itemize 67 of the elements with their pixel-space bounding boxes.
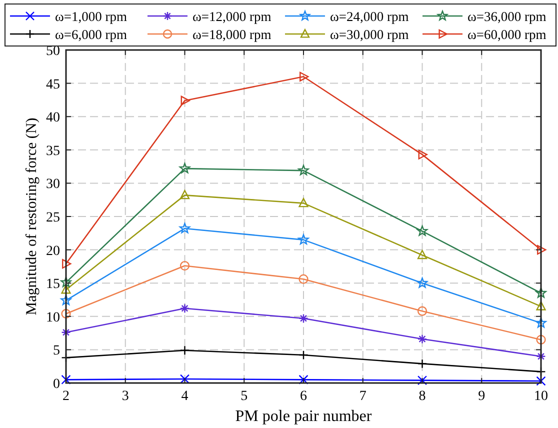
point (298, 274, 308, 284)
x-tick-label: 6 (300, 389, 307, 404)
legend-label: ω=60,000 rpm (468, 27, 547, 42)
point (179, 222, 190, 234)
x-tick-label: 3 (122, 389, 129, 404)
point (298, 374, 308, 384)
point (180, 374, 190, 384)
y-tick-label: 0 (53, 377, 60, 392)
point (179, 162, 190, 174)
x-tick-label: 4 (181, 389, 188, 404)
point (62, 258, 72, 269)
point (180, 304, 190, 314)
point (61, 328, 71, 338)
x-tick-label: 2 (62, 389, 70, 404)
point (61, 374, 71, 384)
legend-label: ω=36,000 rpm (468, 9, 547, 24)
y-tick-label: 25 (46, 210, 60, 226)
point (61, 308, 71, 319)
point (416, 277, 428, 288)
point (418, 150, 428, 160)
point (298, 164, 309, 176)
y-axis-title: Magnitude of restoring force (N) (24, 118, 40, 316)
y-tick-label: 15 (46, 277, 60, 292)
point (180, 346, 190, 356)
point (180, 190, 190, 200)
y-tick-label: 45 (46, 77, 60, 92)
point (417, 376, 428, 386)
legend-label: ω=24,000 rpm (330, 9, 410, 24)
point (60, 276, 72, 288)
point (536, 287, 546, 298)
y-tick-label: 20 (46, 244, 60, 259)
point (417, 358, 428, 368)
x-tick-label: 8 (418, 389, 426, 404)
point (180, 260, 190, 271)
y-tick-label: 10 (46, 310, 60, 326)
legend-label: ω=18,000 rpm (192, 27, 272, 42)
point (416, 226, 428, 236)
point (536, 376, 546, 386)
point (536, 301, 546, 310)
point (417, 334, 428, 344)
point (536, 317, 546, 328)
x-axis-title: PM pole pair number (235, 408, 372, 425)
x-tick-label: 7 (359, 389, 366, 404)
point (536, 352, 546, 362)
point (537, 245, 546, 255)
legend-label: ω=1,000 rpm (55, 9, 128, 24)
point (61, 284, 71, 294)
y-tick-label: 40 (46, 110, 60, 126)
legend-label: ω=12,000 rpm (192, 9, 272, 24)
point (180, 96, 190, 106)
legend-label: ω=30,000 rpm (330, 27, 410, 42)
y-tick-label: 30 (46, 177, 60, 192)
x-tick-label: 9 (478, 389, 486, 404)
point (60, 294, 72, 306)
y-tick-label: 5 (53, 344, 60, 359)
point (298, 314, 308, 324)
x-tick-label: 5 (240, 389, 248, 404)
point (298, 234, 309, 244)
point (298, 350, 308, 360)
legend-label: ω=6,000 rpm (55, 27, 128, 42)
point (298, 198, 308, 208)
point (417, 306, 428, 316)
point (536, 334, 546, 344)
point (300, 72, 309, 82)
x-tick-label: 10 (534, 389, 548, 404)
y-tick-label: 35 (46, 144, 60, 159)
point (417, 250, 428, 260)
